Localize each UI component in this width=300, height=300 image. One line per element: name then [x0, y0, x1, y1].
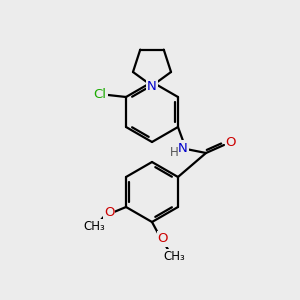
Text: Cl: Cl — [94, 88, 106, 101]
Text: N: N — [178, 142, 188, 154]
Text: CH₃: CH₃ — [83, 220, 105, 232]
Text: O: O — [104, 206, 114, 218]
Text: N: N — [147, 80, 157, 93]
Text: H: H — [169, 146, 178, 160]
Text: O: O — [226, 136, 236, 149]
Text: CH₃: CH₃ — [163, 250, 185, 262]
Text: O: O — [158, 232, 168, 245]
